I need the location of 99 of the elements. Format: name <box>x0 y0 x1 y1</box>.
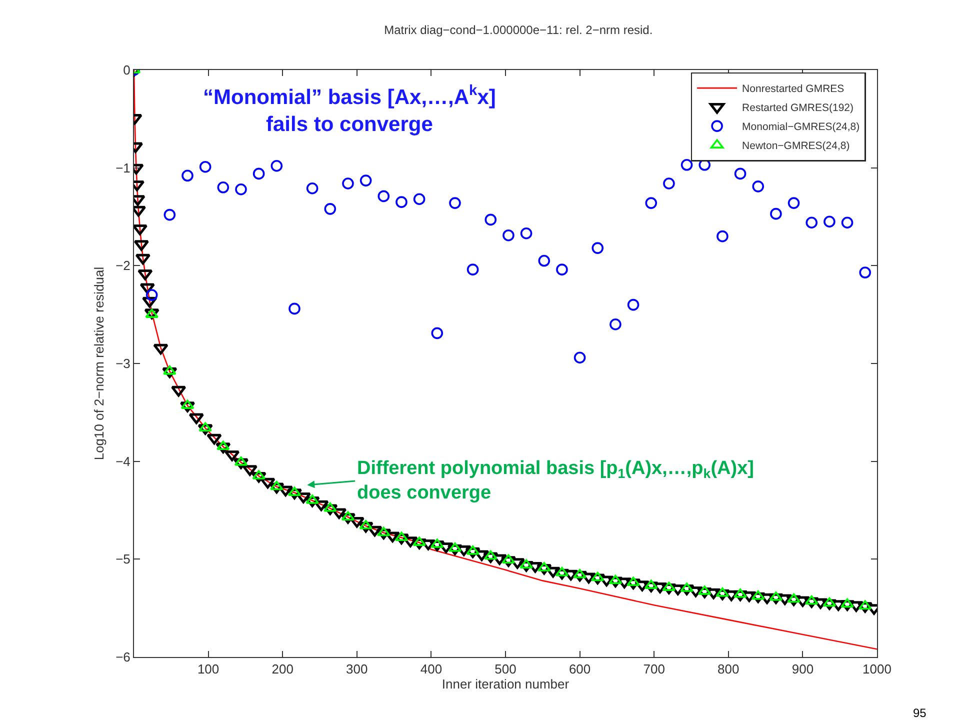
point <box>859 266 872 278</box>
x-tick-label: 1000 <box>862 662 892 677</box>
point <box>145 308 158 318</box>
point <box>431 327 444 340</box>
point <box>734 168 746 180</box>
point <box>573 568 586 578</box>
x-tick-label: 900 <box>792 662 814 677</box>
point <box>306 494 319 504</box>
point <box>822 597 836 607</box>
point <box>556 264 568 276</box>
y-tick-label: −6 <box>116 650 130 665</box>
point <box>360 174 372 186</box>
point <box>378 190 390 202</box>
point <box>198 422 212 432</box>
point <box>323 502 337 512</box>
legend-label: Restarted GMRES(192) <box>742 102 854 114</box>
point <box>592 242 604 254</box>
point <box>449 197 461 209</box>
text: Different polynomial basis [p$_{1}$(A)x,…,p$_{k}$(A)x] does converge <box>357 458 754 504</box>
point <box>484 214 497 226</box>
point <box>555 566 569 576</box>
x-tick-label: 400 <box>420 662 442 677</box>
point <box>216 440 230 450</box>
y-tick-label: 0 <box>123 62 130 78</box>
point <box>466 545 480 555</box>
point <box>288 486 302 496</box>
point <box>663 178 675 190</box>
y-tick-label: −5 <box>116 552 130 567</box>
legend-label: Nonrestarted GMRES <box>742 83 844 96</box>
point <box>769 591 783 601</box>
point <box>590 572 604 582</box>
point <box>608 574 622 584</box>
point <box>252 470 266 480</box>
point <box>234 456 248 466</box>
point <box>342 178 354 190</box>
y-tick-label: −4 <box>116 454 130 469</box>
point <box>235 183 247 196</box>
legend-label: Monomial−GMRES(24,8) <box>742 121 860 134</box>
legend-label: Newton−GMRES(24,8) <box>742 140 850 152</box>
point <box>770 208 782 220</box>
point <box>840 598 854 608</box>
point <box>466 264 479 276</box>
point <box>413 193 426 206</box>
point <box>394 532 408 542</box>
text: “Monomial” basis [Ax,…,A$^{k}$x] fails to converge <box>203 83 496 136</box>
point <box>627 298 640 311</box>
point <box>520 227 532 240</box>
point <box>324 203 336 215</box>
point <box>270 160 283 172</box>
point <box>841 216 854 229</box>
point <box>645 197 658 209</box>
point <box>412 536 426 546</box>
point <box>502 554 516 564</box>
x-axis-title: Inner iteration number <box>442 676 570 692</box>
point <box>359 520 372 530</box>
x-tick-label: 500 <box>494 662 516 677</box>
point <box>146 289 158 301</box>
point <box>396 196 408 208</box>
point <box>288 302 300 315</box>
point <box>858 600 872 610</box>
point <box>484 550 498 560</box>
point <box>538 254 550 267</box>
point <box>574 352 586 364</box>
text: 95 <box>913 706 927 720</box>
point <box>520 559 533 568</box>
y-tick-label: −1 <box>116 160 130 176</box>
y-axis-title: Log10 of 2−norm relative residual <box>92 266 107 460</box>
x-tick-label: 800 <box>718 662 740 677</box>
point <box>162 365 176 375</box>
x-tick-label: 100 <box>197 662 220 677</box>
point <box>376 526 390 536</box>
point <box>806 216 818 229</box>
point <box>610 318 622 330</box>
point <box>182 170 194 182</box>
point <box>680 582 694 592</box>
x-tick-label: 700 <box>643 662 665 677</box>
point <box>824 216 836 228</box>
x-tick-label: 200 <box>272 662 294 677</box>
point <box>788 197 800 209</box>
point <box>734 588 747 598</box>
point <box>217 182 230 194</box>
y-tick-label: −3 <box>116 356 130 372</box>
point <box>252 168 265 180</box>
point <box>306 182 318 194</box>
x-tick-label: 300 <box>346 662 368 677</box>
point <box>752 180 764 192</box>
y-tick-label: −2 <box>116 258 130 274</box>
point <box>199 160 212 173</box>
point <box>716 230 728 242</box>
point <box>751 590 765 600</box>
point <box>270 480 284 490</box>
point <box>502 229 514 242</box>
point <box>804 595 818 605</box>
point <box>164 208 176 221</box>
x-tick-label: 600 <box>568 662 591 677</box>
point <box>680 159 693 171</box>
point <box>626 576 640 586</box>
point <box>787 593 800 603</box>
chart-title: Matrix diag−cond−1.000000e−11: rel. 2−nrm resid. <box>384 22 653 37</box>
